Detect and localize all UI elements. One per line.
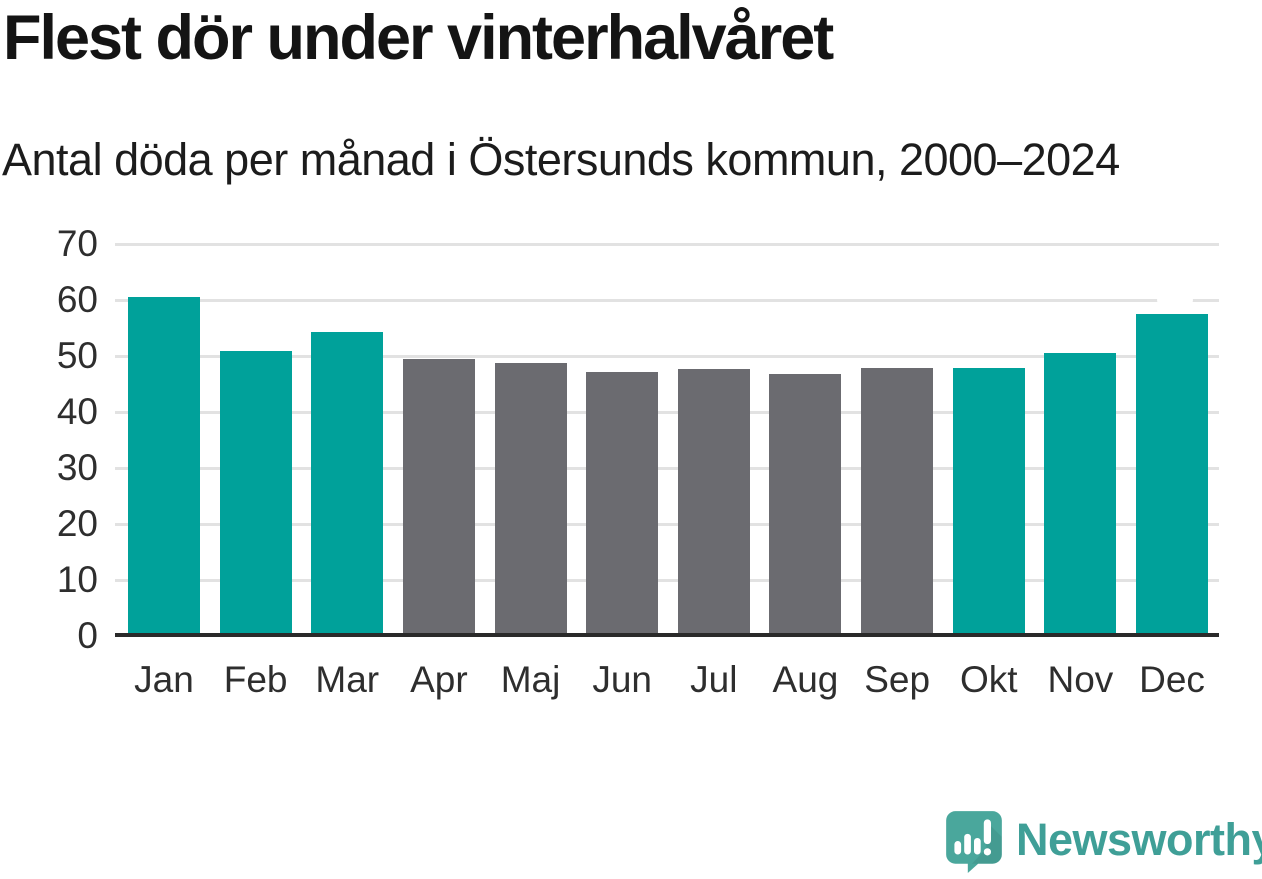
chart-title: Flest dör under vinterhalvåret [3,3,834,73]
y-axis-tick-label: 10 [56,559,98,600]
bar-feb [219,350,292,636]
y-axis-tick-label: 20 [56,503,98,544]
gridline-y40 [115,411,1219,414]
brand-wordmark: Newsworthy [1016,814,1262,865]
y-axis-tick-label: 30 [56,447,98,488]
x-axis-tick-label-aug: Aug [772,659,839,700]
gridline-y70 [115,243,1219,246]
gridline-y20 [115,523,1219,526]
newsworthy-logo[interactable]: Newsworthy [941,806,1262,874]
x-axis-tick-label-maj: Maj [500,659,561,700]
x-axis-tick-label-jun: Jun [592,659,653,700]
bar-okt [952,367,1025,636]
x-axis-tick-label-sep: Sep [864,659,931,700]
y-axis-tick-label: 0 [77,615,98,656]
y-axis-tick-label: 50 [56,335,98,376]
gridline-notch-artifact [1157,295,1193,305]
gridline-y30 [115,467,1219,470]
bar-jul [677,369,750,636]
bar-aug [769,373,842,636]
x-axis-tick-label-apr: Apr [410,659,468,700]
x-axis-tick-label-okt: Okt [959,659,1018,700]
x-axis-tick-label-jul: Jul [690,659,738,700]
x-axis-line [115,633,1219,637]
bar-maj [494,363,567,636]
bar-sep [861,367,934,636]
speech-bubble-bar-chart-icon [946,811,1002,873]
bar-mar [311,332,384,636]
bar-jun [586,372,659,636]
x-axis-tick-label-dec: Dec [1139,659,1205,700]
gridline-y50 [115,355,1219,358]
bar-nov [1044,352,1117,636]
gridline-y60 [115,299,1219,302]
y-axis-tick-label: 40 [56,391,98,432]
chart-subtitle: Antal döda per månad i Östersunds kommun… [2,134,1120,185]
bar-dec [1136,314,1209,636]
x-axis-tick-label-jan: Jan [134,659,194,700]
x-axis-tick-label-feb: Feb [223,659,288,700]
x-axis-tick-label-nov: Nov [1047,659,1114,700]
y-axis-tick-label: 60 [56,279,98,320]
bar-apr [402,359,475,636]
gridline-y10 [115,579,1219,582]
x-axis-tick-label-mar: Mar [315,659,380,700]
y-axis-tick-label: 70 [56,223,98,264]
bar-jan [128,296,200,636]
